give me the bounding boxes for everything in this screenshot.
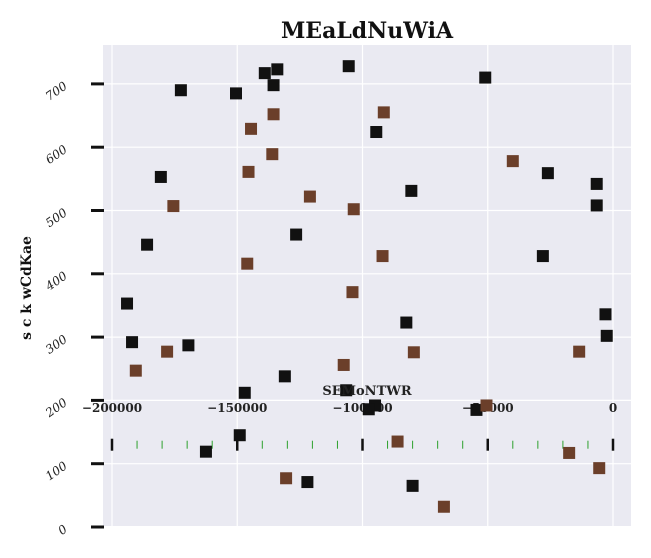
chart-title: MEaLdNuWiA bbox=[281, 18, 454, 44]
data-point bbox=[407, 346, 420, 359]
y-tick-label: 400 bbox=[42, 269, 70, 294]
data-point bbox=[590, 177, 603, 190]
data-point bbox=[161, 345, 174, 358]
data-point bbox=[340, 384, 353, 397]
data-point bbox=[479, 71, 492, 84]
data-point bbox=[480, 399, 493, 412]
data-point bbox=[266, 148, 279, 161]
data-point bbox=[126, 336, 139, 349]
data-point bbox=[290, 228, 303, 241]
x-tick-label: −200000 bbox=[82, 401, 142, 415]
data-point bbox=[199, 445, 212, 458]
data-point bbox=[362, 403, 375, 416]
plot-background bbox=[103, 45, 631, 526]
data-point bbox=[370, 126, 383, 139]
data-points bbox=[121, 60, 613, 513]
y-tick-label: 700 bbox=[43, 79, 70, 104]
data-point bbox=[245, 122, 258, 135]
data-point bbox=[242, 165, 255, 178]
y-tick-label: 100 bbox=[43, 458, 70, 483]
x-tick-label: −100000 bbox=[332, 401, 392, 415]
x-tick-label: −150000 bbox=[207, 401, 267, 415]
y-axis-ticks: 0 100 200 300 400 500 600 700 bbox=[42, 79, 104, 538]
y-tick-label: 600 bbox=[43, 142, 70, 167]
data-point bbox=[400, 316, 413, 329]
data-point bbox=[141, 238, 154, 251]
data-point bbox=[174, 84, 187, 97]
data-point bbox=[280, 472, 293, 485]
data-point bbox=[337, 358, 350, 371]
data-point bbox=[470, 403, 483, 416]
data-point bbox=[536, 250, 549, 263]
data-point bbox=[347, 203, 360, 216]
data-point bbox=[182, 339, 195, 352]
data-point bbox=[129, 364, 142, 377]
x-tick-label: 0 bbox=[609, 401, 617, 415]
data-point bbox=[121, 297, 134, 310]
data-point bbox=[593, 462, 606, 475]
data-point bbox=[599, 308, 612, 321]
y-tick-label: 300 bbox=[43, 332, 70, 357]
y-axis-label: s c k wCdKae bbox=[19, 236, 35, 340]
data-point bbox=[258, 67, 271, 80]
data-point bbox=[573, 345, 586, 358]
data-point bbox=[267, 108, 280, 121]
data-point bbox=[590, 199, 603, 212]
data-point bbox=[167, 200, 180, 213]
data-point bbox=[233, 429, 246, 442]
data-point bbox=[278, 370, 291, 383]
data-point bbox=[563, 446, 576, 459]
data-point bbox=[506, 155, 519, 168]
data-point bbox=[391, 435, 404, 448]
y-tick-label: 200 bbox=[42, 395, 70, 420]
data-point bbox=[271, 63, 284, 76]
data-point bbox=[600, 329, 613, 342]
data-point bbox=[377, 106, 390, 119]
data-point bbox=[376, 250, 389, 263]
data-point bbox=[406, 479, 419, 492]
y-tick-label: 0 bbox=[55, 522, 70, 538]
data-point bbox=[267, 79, 280, 92]
data-point bbox=[437, 500, 450, 513]
data-point bbox=[405, 184, 418, 197]
data-point bbox=[154, 170, 167, 183]
data-point bbox=[346, 286, 359, 299]
x-axis-label: SEMoNTWR bbox=[322, 384, 412, 399]
data-point bbox=[301, 476, 314, 489]
y-tick-label: 500 bbox=[43, 205, 70, 230]
grid-lines bbox=[103, 45, 631, 528]
data-point bbox=[342, 60, 355, 73]
data-point bbox=[229, 87, 242, 100]
data-point bbox=[241, 257, 254, 270]
data-point bbox=[238, 386, 251, 399]
data-point bbox=[303, 190, 316, 203]
data-point bbox=[541, 167, 554, 180]
